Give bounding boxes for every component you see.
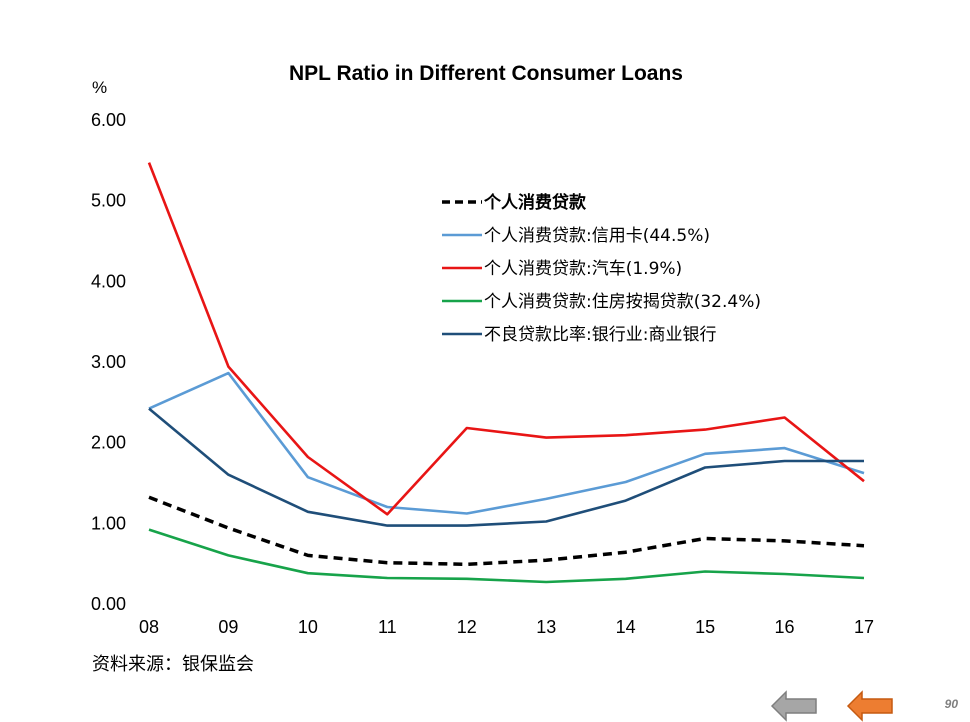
legend-label: 不良贷款比率:银行业:商业银行: [484, 325, 716, 345]
x-tick-label: 12: [457, 617, 477, 637]
x-tick-label: 14: [616, 617, 636, 637]
y-tick-label: 4.00: [91, 271, 126, 291]
previous-arrow-icon[interactable]: [770, 690, 818, 722]
y-tick-label: 1.00: [91, 513, 126, 533]
series-lines: [147, 162, 865, 584]
x-tick-label: 16: [775, 617, 795, 637]
chart-title: NPL Ratio in Different Consumer Loans: [289, 62, 683, 85]
legend-label: 个人消费贷款:信用卡(44.5%): [484, 226, 710, 246]
x-axis-ticks: 08 09 10 11 12 13 14 15 16 17: [139, 617, 874, 637]
y-tick-label: 2.00: [91, 433, 126, 453]
series-line-4: [148, 528, 865, 584]
page-number: 90: [944, 697, 958, 711]
x-tick-label: 15: [695, 617, 715, 637]
y-tick-label: 6.00: [91, 110, 126, 130]
x-tick-label: 10: [298, 617, 318, 637]
series-line-2: [148, 371, 865, 515]
source-note: 资料来源：银保监会: [92, 654, 254, 675]
x-tick-label: 11: [378, 617, 397, 637]
y-tick-label: 0.00: [91, 594, 126, 614]
next-arrow-icon[interactable]: [846, 690, 894, 722]
legend-label: 个人消费贷款:汽车(1.9%): [484, 259, 682, 279]
y-tick-label: 3.00: [91, 352, 126, 372]
x-tick-label: 17: [854, 617, 874, 637]
x-tick-label: 08: [139, 617, 159, 637]
legend-label: 个人消费贷款: [483, 192, 587, 213]
x-tick-label: 09: [218, 617, 238, 637]
x-tick-label: 13: [536, 617, 556, 637]
y-axis-unit: %: [92, 78, 107, 97]
y-axis-ticks: 0.00 1.00 2.00 3.00 4.00 5.00 6.00: [91, 110, 126, 614]
chart: NPL Ratio in Different Consumer Loans % …: [91, 62, 874, 637]
legend-label: 个人消费贷款:住房按揭贷款(32.4%): [484, 292, 761, 312]
series-line-5: [148, 407, 864, 527]
series-line-3: [147, 162, 865, 516]
series-line-1: [148, 495, 865, 567]
y-tick-label: 5.00: [91, 191, 126, 211]
